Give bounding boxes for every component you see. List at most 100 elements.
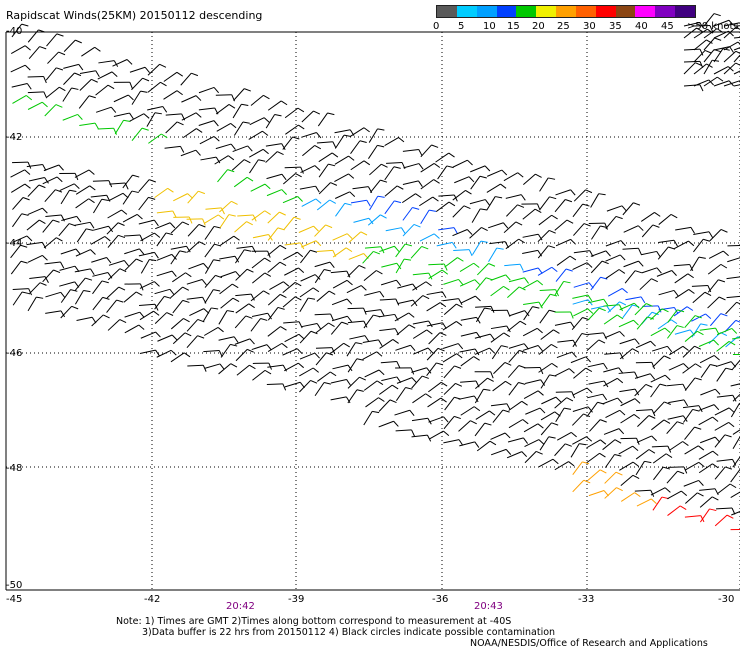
wind-barb	[714, 466, 733, 480]
wind-barb	[60, 248, 81, 255]
wind-barb	[350, 127, 370, 137]
legend-label: 25	[557, 21, 570, 32]
wind-barb	[460, 380, 480, 388]
wind-barb	[301, 110, 321, 123]
wind-barb	[299, 380, 318, 393]
legend-label: 15	[507, 21, 520, 32]
wind-barb	[603, 314, 624, 325]
legend-swatch-9	[595, 6, 616, 17]
wind-barb	[44, 189, 63, 203]
wind-barb	[469, 227, 488, 239]
wind-barb	[475, 307, 492, 323]
wind-barb	[267, 326, 287, 337]
wind-barb	[217, 169, 235, 183]
wind-barb	[605, 215, 623, 230]
wind-barb	[474, 388, 491, 404]
wind-barb	[379, 339, 399, 349]
wind-barb	[42, 176, 63, 185]
wind-barb	[730, 402, 740, 418]
legend-label: 45	[661, 21, 674, 32]
wind-barb	[252, 234, 273, 241]
wind-barb	[95, 106, 117, 113]
wind-barb	[492, 409, 510, 423]
wind-barb	[554, 311, 574, 319]
wind-barb	[364, 290, 385, 298]
wind-barb	[602, 397, 623, 405]
wind-barb	[714, 434, 732, 448]
wind-barb	[556, 431, 577, 441]
wind-barb	[43, 237, 63, 249]
wind-barb	[444, 257, 464, 268]
wind-barb	[330, 342, 350, 354]
wind-barb	[331, 315, 353, 323]
wind-barb	[267, 261, 287, 273]
wind-barb	[503, 172, 524, 182]
legend-label: 0	[433, 21, 440, 32]
wind-barb	[634, 489, 655, 497]
legend-label: 30	[583, 21, 596, 32]
wind-barb	[378, 399, 397, 412]
wind-barb	[267, 306, 285, 321]
wind-barb	[156, 232, 173, 247]
wind-barb	[147, 106, 168, 113]
wind-barb	[733, 47, 740, 51]
wind-barb	[299, 367, 319, 377]
wind-barb	[554, 368, 575, 377]
wind-barb	[314, 313, 334, 321]
wind-barb	[658, 213, 678, 225]
wind-barb	[402, 223, 421, 237]
legend-swatch-5	[516, 6, 537, 17]
wind-barb	[607, 287, 628, 297]
wind-barb	[573, 223, 591, 236]
wind-barb	[10, 244, 28, 259]
legend-swatch-11	[635, 6, 656, 17]
wind-barb	[507, 286, 526, 299]
wind-barb	[157, 334, 178, 342]
wind-barb	[140, 259, 157, 274]
wind-barb	[352, 186, 373, 194]
wind-barb	[235, 348, 254, 362]
wind-barb	[401, 193, 422, 204]
wind-barb	[476, 440, 497, 452]
wind-barb	[300, 249, 318, 264]
wind-barb	[170, 250, 187, 265]
wind-barb	[523, 280, 544, 289]
wind-barb	[154, 187, 174, 199]
wind-barb	[299, 297, 316, 313]
wind-speed-legend-bar	[436, 5, 696, 18]
wind-barb	[622, 247, 642, 255]
wind-barb	[443, 278, 464, 286]
wind-barb	[723, 41, 740, 51]
wind-barb	[603, 367, 624, 374]
wind-barb	[541, 396, 562, 405]
wind-barb	[459, 441, 480, 448]
wind-barb	[507, 365, 526, 378]
wind-barb	[436, 241, 457, 249]
wind-barb	[236, 364, 256, 376]
wind-barb	[131, 77, 150, 91]
wind-barb	[27, 207, 48, 215]
wind-barb	[411, 434, 432, 442]
wind-barb	[730, 383, 740, 387]
wind-barb	[426, 302, 447, 312]
wind-barb	[384, 200, 402, 215]
wind-barb	[620, 474, 640, 487]
wind-barb	[266, 189, 287, 197]
wind-barb	[91, 257, 112, 264]
wind-barb	[124, 248, 145, 255]
wind-barb	[708, 250, 729, 259]
legend-label: 35	[609, 21, 622, 32]
wind-barb	[170, 245, 191, 253]
wind-barb	[380, 279, 402, 286]
wind-barb	[622, 202, 641, 216]
wind-barb	[428, 416, 449, 423]
wind-barb	[634, 373, 656, 380]
wind-barb	[235, 249, 252, 264]
wind-barb	[76, 316, 97, 324]
wind-barb	[140, 331, 161, 339]
wind-barb	[251, 210, 271, 221]
wind-barb	[443, 439, 464, 446]
wind-barb	[283, 173, 302, 185]
wind-barb	[139, 349, 160, 357]
